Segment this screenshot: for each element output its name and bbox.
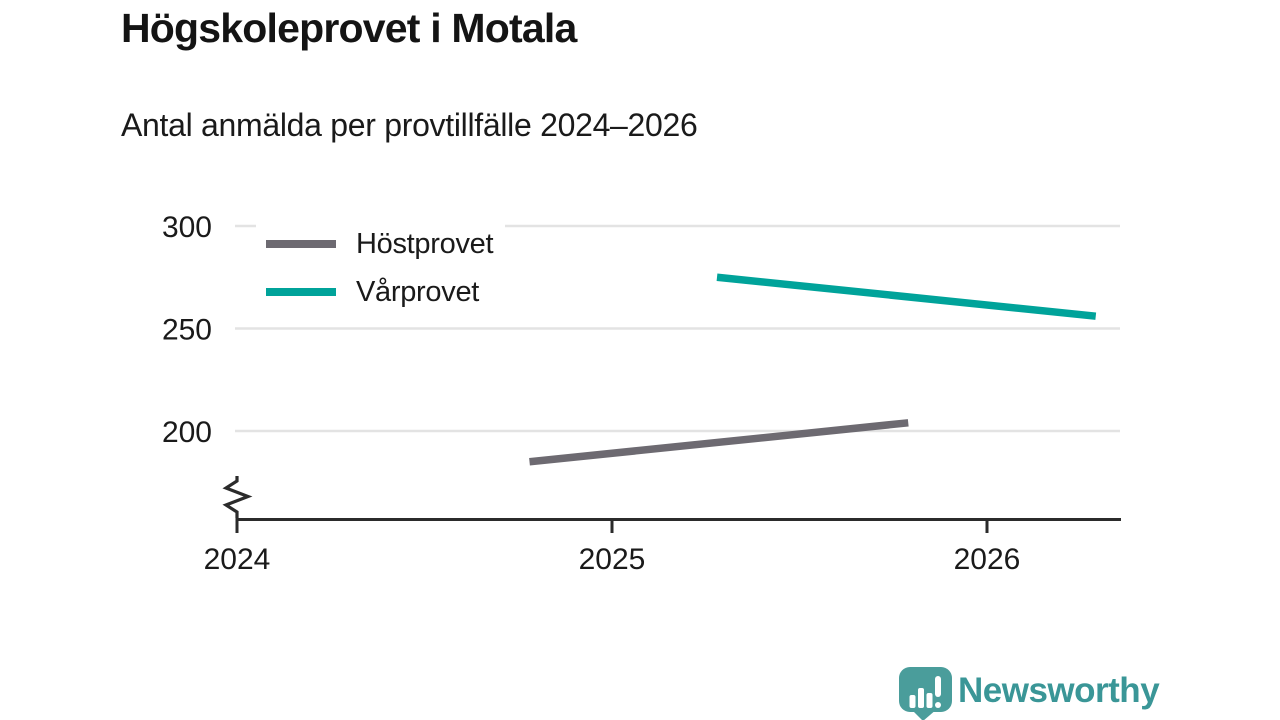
x-tick-label-2024: 2024 xyxy=(204,543,271,576)
y-tick-label-200: 200 xyxy=(162,416,212,449)
chart-title: Högskoleprovet i Motala xyxy=(121,5,577,51)
y-axis-break xyxy=(222,476,253,518)
series-line-varprovet xyxy=(716,273,1097,320)
legend-item-hostprovet: Höstprovet xyxy=(266,226,494,262)
newsworthy-bubble-chart-icon xyxy=(899,667,952,720)
newsworthy-wordmark: Newsworthy xyxy=(958,671,1160,710)
chart-legend: Höstprovet Vårprovet xyxy=(256,224,506,312)
legend-swatch-varprovet xyxy=(266,288,336,296)
y-tick-label-300: 300 xyxy=(162,211,212,244)
legend-item-varprovet: Vårprovet xyxy=(266,274,493,310)
y-tick-label-250: 250 xyxy=(162,314,212,347)
chart-subtitle: Antal anmälda per provtillfälle 2024–202… xyxy=(121,107,698,143)
series-line-hostprovet xyxy=(529,419,909,466)
newsworthy-logo: Newsworthy xyxy=(895,663,1165,720)
legend-label-varprovet: Vårprovet xyxy=(356,275,480,308)
x-tick-label-2025: 2025 xyxy=(579,543,646,576)
x-tick-label-2026: 2026 xyxy=(954,543,1021,576)
legend-label-hostprovet: Höstprovet xyxy=(356,227,494,260)
legend-swatch-hostprovet xyxy=(266,240,336,248)
